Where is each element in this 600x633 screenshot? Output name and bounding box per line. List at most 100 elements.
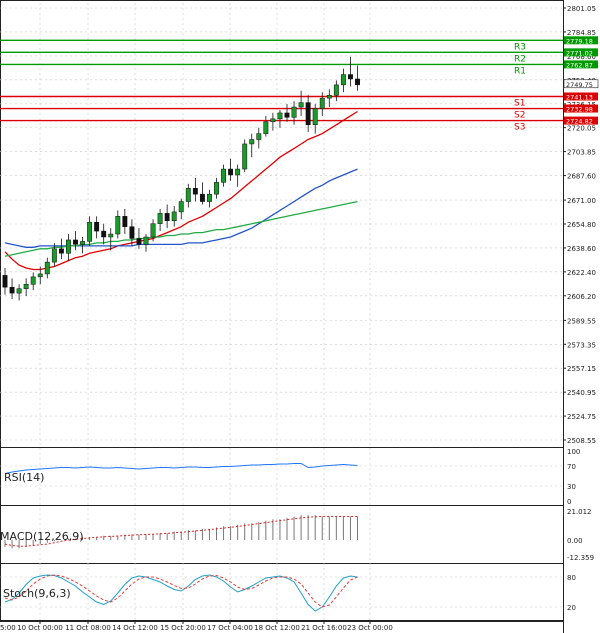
rsi-tick-label: 0 — [567, 498, 571, 506]
candle-body — [122, 216, 128, 227]
candle-body — [178, 201, 184, 213]
price-tick-label: 2703.85 — [567, 149, 596, 157]
macd-signal-line — [4, 516, 358, 547]
candle-body — [129, 226, 135, 239]
candle-body — [16, 288, 22, 294]
level-tag-label: 2779.18 — [566, 37, 593, 45]
x-tick-label: 14 Oct 12:00 — [112, 624, 158, 632]
level-name-s1: S1 — [514, 98, 525, 108]
price-tick-label: 2654.80 — [567, 221, 596, 229]
x-tick-label: 5:00 — [0, 624, 16, 632]
stoch-line — [4, 574, 358, 612]
price-tick-label: 2606.20 — [567, 293, 596, 301]
candle-body — [51, 248, 57, 263]
candle-body — [192, 188, 198, 195]
x-tick-label: 17 Oct 04:00 — [207, 624, 253, 632]
rsi-tick-label: 30 — [567, 483, 576, 491]
price-tick-label: 2557.15 — [567, 365, 596, 373]
level-tag-s2 — [564, 104, 598, 113]
candle-body — [207, 193, 212, 202]
candle-body — [157, 213, 163, 224]
price-tick-label: 2801.05 — [567, 5, 596, 13]
candle-body — [284, 112, 290, 118]
price-tick-label: 2540.95 — [567, 389, 596, 397]
macd-tick-label: -12.359 — [567, 554, 594, 562]
candle-body — [87, 221, 93, 242]
price-tick-label: 2671.00 — [567, 197, 596, 205]
pivot-levels — [0, 36, 598, 125]
rsi-tick-label: 70 — [567, 463, 576, 471]
candle-body — [256, 133, 262, 140]
level-name-r2: R2 — [514, 54, 526, 64]
candle-body — [66, 239, 71, 254]
moving-average-line — [4, 110, 358, 271]
candle-body — [340, 74, 346, 86]
stoch-line — [4, 574, 358, 608]
candle-body — [164, 213, 170, 222]
candle-body — [143, 236, 149, 245]
level-name-s2: S2 — [514, 111, 525, 121]
candle-body — [2, 275, 8, 288]
macd-tick-label: 21.012 — [567, 508, 592, 516]
candle-body — [242, 143, 248, 170]
price-tick-label: 2638.60 — [567, 245, 596, 253]
rsi-line — [4, 463, 358, 474]
candle-body — [185, 188, 191, 202]
stoch-tick-label: 80 — [567, 574, 576, 582]
chart-frame — [0, 0, 564, 621]
candle-body — [319, 97, 325, 109]
candle-body — [108, 233, 114, 238]
level-tag-r2 — [564, 48, 598, 57]
level-tag-label: 2771.02 — [566, 49, 593, 57]
candle-body — [355, 78, 360, 86]
level-tag-r3 — [564, 36, 598, 45]
candle-body — [9, 286, 15, 294]
level-tag-label: 2724.82 — [566, 118, 593, 126]
price-tick-label: 2784.85 — [567, 29, 596, 37]
x-tick-label: 11 Oct 08:00 — [65, 624, 111, 632]
rsi-tick-label: 100 — [567, 448, 580, 456]
candles — [2, 56, 360, 301]
macd-tick-label: 0.00 — [567, 537, 583, 545]
candle-body — [80, 241, 85, 245]
candle-body — [249, 139, 255, 145]
stoch-tick-label: 20 — [567, 604, 576, 612]
candle-body — [270, 118, 276, 123]
candle-body — [171, 211, 177, 222]
price-tick-label: 2508.55 — [567, 437, 596, 445]
moving-average-line — [4, 168, 358, 248]
price-tick-label: 2768.60 — [567, 53, 596, 61]
price-tick-label: 2687.60 — [567, 173, 596, 181]
level-tag-label: 2732.98 — [566, 106, 593, 114]
candle-body — [298, 102, 304, 108]
x-tick-label: 18 Oct 12:00 — [254, 624, 300, 632]
candle-body — [214, 182, 219, 195]
level-name-r3: R3 — [514, 42, 526, 52]
x-tick-label: 21 Oct 16:00 — [301, 624, 347, 632]
price-tick-label: 2524.75 — [567, 413, 596, 421]
level-tag-label: 2741.13 — [566, 93, 593, 101]
current-price-label: 2749.75 — [566, 81, 593, 89]
candle-body — [305, 102, 311, 126]
candle-body — [333, 84, 339, 96]
candle-body — [23, 284, 29, 289]
candle-body — [94, 221, 100, 232]
candle-body — [348, 74, 353, 80]
candle-body — [263, 121, 269, 134]
level-tag-label: 2762.87 — [566, 61, 593, 69]
candle-body — [150, 223, 156, 238]
candle-body — [291, 106, 297, 118]
candle-body — [58, 248, 64, 254]
price-tick-label: 2573.35 — [567, 341, 596, 349]
candle-body — [277, 112, 283, 120]
candle-body — [37, 273, 43, 278]
current-price-tag — [563, 79, 599, 89]
candle-body — [136, 238, 142, 245]
x-tick-label: 23 Oct 00:00 — [347, 624, 393, 632]
candle-body — [312, 108, 318, 126]
candle-body — [326, 94, 332, 99]
candle-body — [73, 239, 78, 245]
candle-body — [221, 168, 227, 183]
candle-body — [44, 261, 50, 275]
